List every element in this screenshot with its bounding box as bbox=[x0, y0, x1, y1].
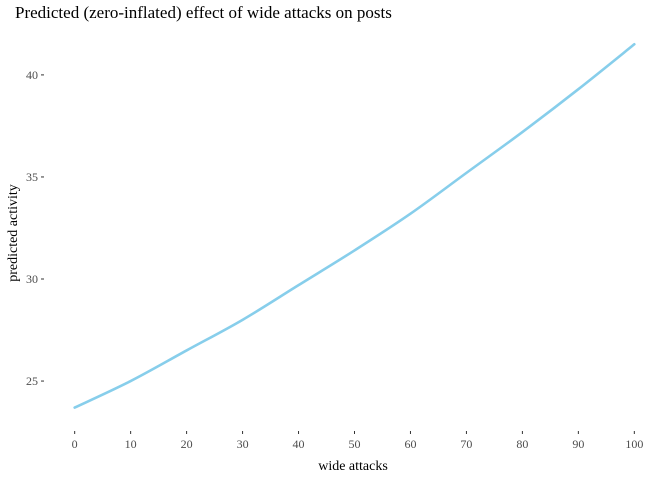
x-tick-label: 20 bbox=[181, 437, 193, 451]
y-axis-title: predicted activity bbox=[6, 184, 21, 282]
y-tick-label: 35 bbox=[26, 170, 38, 184]
y-tick-label: 40 bbox=[26, 68, 38, 82]
x-tick-label: 100 bbox=[625, 437, 643, 451]
x-tick-label: 50 bbox=[349, 437, 361, 451]
y-tick-label: 25 bbox=[26, 374, 38, 388]
x-tick-label: 0 bbox=[72, 437, 78, 451]
y-axis: 25 30 35 40 bbox=[26, 68, 44, 388]
x-tick-label: 90 bbox=[572, 437, 584, 451]
y-tick-label: 30 bbox=[26, 272, 38, 286]
series-line bbox=[73, 42, 636, 409]
x-axis-title: wide attacks bbox=[318, 459, 388, 474]
x-tick-label: 40 bbox=[293, 437, 305, 451]
x-axis: 0 10 20 30 40 50 60 70 80 90 100 bbox=[72, 431, 643, 451]
x-tick-label: 30 bbox=[237, 437, 249, 451]
x-tick-label: 80 bbox=[516, 437, 528, 451]
x-tick-label: 70 bbox=[460, 437, 472, 451]
plot-area bbox=[73, 42, 636, 409]
x-tick-label: 60 bbox=[404, 437, 416, 451]
chart-title: Predicted (zero-inflated) effect of wide… bbox=[15, 3, 392, 22]
x-tick-label: 10 bbox=[125, 437, 137, 451]
